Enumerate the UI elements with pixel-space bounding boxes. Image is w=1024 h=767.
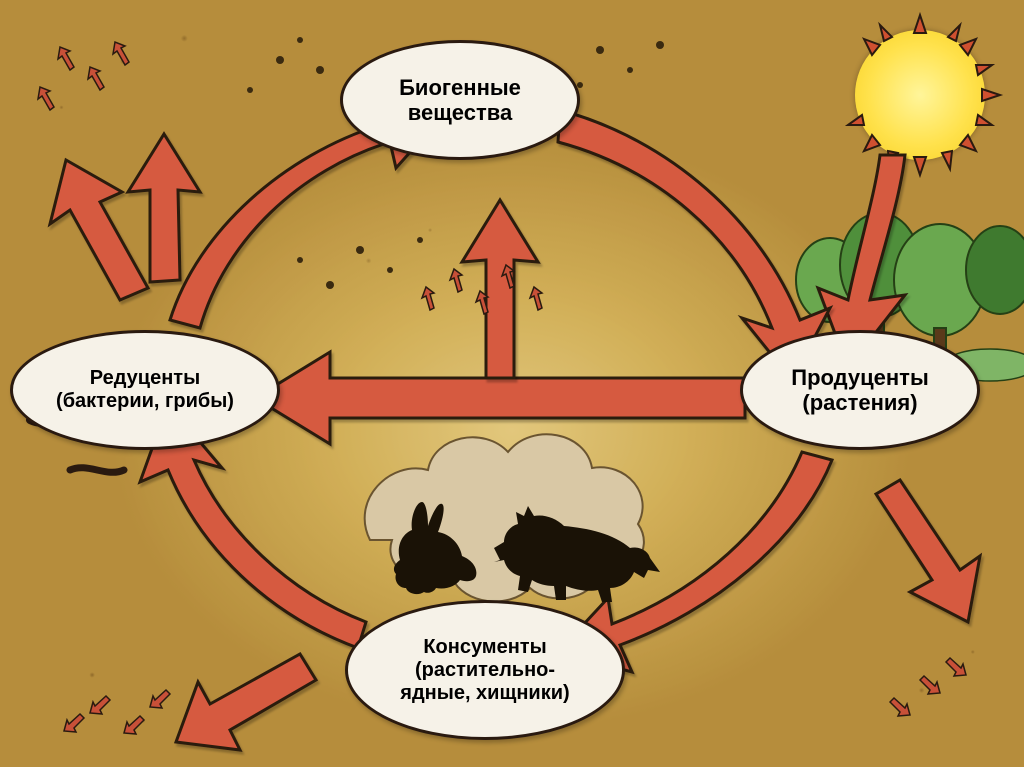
diagram-canvas: Биогенные вещества Продуценты (растения)… — [0, 0, 1024, 767]
node-consumers: Консументы (растительно- ядные, хищники) — [345, 600, 625, 740]
node-biogenic-label1: Биогенные — [399, 75, 521, 100]
arrow-consumers-out — [176, 654, 316, 750]
node-reducers-label1: Редуценты — [90, 367, 200, 389]
node-consumers-label2: (растительно- — [400, 659, 569, 682]
node-consumers-label3: ядные, хищники) — [400, 682, 569, 705]
node-consumers-label1: Консументы — [423, 636, 546, 658]
arrow-producers-out — [876, 480, 980, 622]
arrow-center-up — [462, 200, 538, 378]
node-producers-label2: (растения) — [791, 390, 928, 415]
arrow-biogenic-to-producers — [558, 110, 830, 380]
node-reducers-label2: (бактерии, грибы) — [56, 390, 234, 413]
arrow-reducers-out-2 — [128, 134, 200, 282]
node-biogenic: Биогенные вещества — [340, 40, 580, 160]
node-producers-label1: Продуценты — [791, 365, 928, 390]
node-biogenic-label2: вещества — [399, 100, 521, 125]
node-producers: Продуценты (растения) — [740, 330, 980, 450]
node-reducers: Редуценты (бактерии, грибы) — [10, 330, 280, 450]
